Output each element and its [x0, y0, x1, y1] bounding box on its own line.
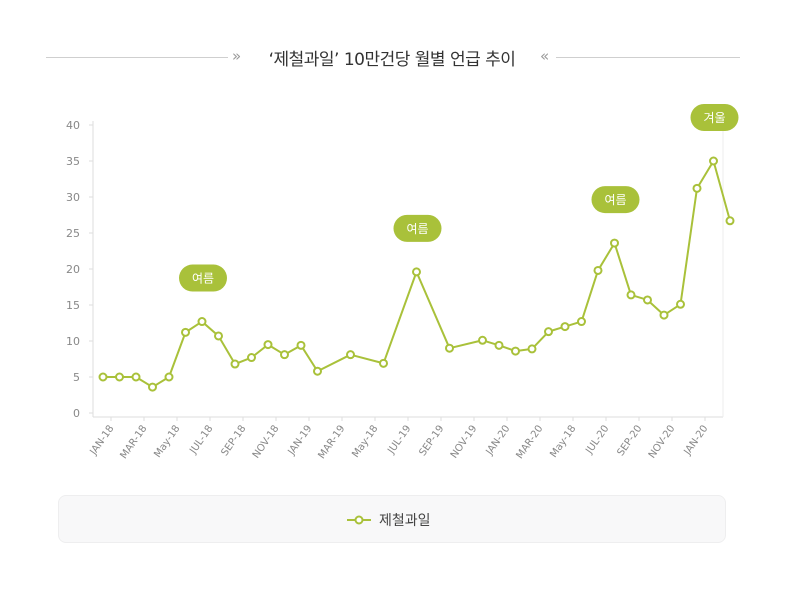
data-point	[577, 317, 586, 327]
x-tick-label: JAN-19	[286, 423, 315, 458]
data-point	[478, 335, 487, 345]
chart-title-row: » ‘제철과일’ 10만건당 월별 언급 추이 «	[46, 42, 740, 72]
data-point	[659, 310, 669, 320]
y-tick-label: 30	[66, 191, 80, 204]
data-point	[247, 353, 256, 363]
title-rule-right	[556, 57, 740, 58]
data-point	[313, 366, 322, 376]
data-point	[280, 350, 289, 360]
legend-line-marker-icon	[347, 515, 371, 525]
data-point	[610, 238, 619, 248]
data-point	[296, 340, 306, 350]
x-tick-label: NOV-19	[449, 423, 480, 460]
chart-title: ‘제철과일’ 10만건당 월별 언급 추이	[268, 50, 516, 70]
x-tick-label: JUL-19	[386, 423, 414, 456]
data-point	[527, 344, 537, 354]
x-tick-label: May-18	[152, 423, 182, 459]
annotation-badge	[690, 104, 739, 131]
title-chevron-right-icon: »	[232, 47, 241, 65]
legend: 제철과일	[58, 495, 726, 543]
data-point	[626, 290, 636, 300]
data-point	[148, 382, 157, 392]
x-tick-label: JAN-20	[682, 423, 711, 458]
legend-label: 제철과일	[379, 513, 431, 529]
data-point	[263, 340, 273, 350]
y-tick-label: 15	[66, 299, 80, 312]
data-point	[692, 183, 702, 193]
x-tick-label: JUL-20	[584, 423, 612, 456]
x-tick-label: SEP-19	[417, 423, 446, 458]
y-tick-label: 40	[66, 119, 80, 132]
annotation-label: 여름	[192, 272, 214, 286]
data-point	[115, 372, 124, 382]
data-point	[214, 331, 223, 341]
y-tick-label: 10	[66, 335, 80, 348]
data-point	[98, 372, 108, 382]
x-tick-label: JAN-20	[484, 423, 513, 458]
annotation-label: 겨울	[703, 111, 725, 125]
title-chevron-left-icon: «	[540, 47, 549, 65]
data-point	[445, 343, 454, 353]
y-tick-label: 0	[73, 407, 80, 420]
y-tick-label: 25	[66, 227, 80, 240]
data-point	[230, 359, 240, 369]
data-point	[560, 322, 570, 332]
annotation-badge	[393, 214, 442, 242]
data-point	[643, 295, 652, 305]
annotation-label: 여름	[406, 222, 428, 236]
x-tick-label: NOV-20	[647, 423, 678, 460]
data-point	[346, 350, 355, 360]
annotation-badge	[179, 264, 227, 292]
legend-item-series[interactable]: 제철과일	[347, 510, 431, 530]
data-point	[544, 327, 553, 337]
y-tick-label: 5	[73, 371, 80, 384]
y-tick-label: 20	[66, 263, 80, 276]
data-point	[676, 299, 685, 309]
data-point	[197, 317, 207, 327]
x-tick-label: May-18	[548, 423, 578, 459]
data-point	[379, 358, 388, 368]
title-rule-left	[46, 57, 228, 58]
x-tick-label: NOV-18	[251, 423, 282, 460]
y-tick-label: 35	[66, 155, 80, 168]
annotation-label: 여름	[604, 193, 626, 207]
data-point	[181, 327, 190, 337]
x-tick-label: MAR-20	[514, 423, 545, 461]
data-point	[709, 156, 718, 166]
x-tick-label: May-18	[350, 423, 380, 459]
x-tick-label: SEP-18	[219, 423, 248, 458]
data-point	[131, 372, 141, 382]
x-tick-label: MAR-18	[118, 423, 149, 461]
annotation-badge	[591, 186, 640, 214]
x-tick-label: JAN-18	[88, 423, 117, 458]
series-line	[103, 160, 731, 389]
data-point	[494, 340, 504, 350]
data-point	[412, 267, 421, 277]
x-tick-label: MAR-19	[316, 423, 347, 461]
x-tick-label: JUL-18	[188, 423, 216, 456]
data-point	[511, 346, 520, 356]
data-point	[593, 265, 603, 275]
data-point	[725, 216, 735, 226]
data-point	[164, 372, 174, 382]
x-tick-label: SEP-20	[615, 423, 644, 458]
